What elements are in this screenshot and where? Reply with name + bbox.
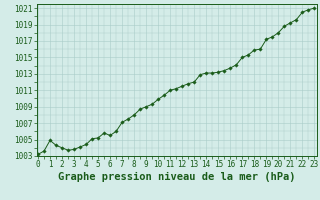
X-axis label: Graphe pression niveau de la mer (hPa): Graphe pression niveau de la mer (hPa)	[58, 172, 296, 182]
